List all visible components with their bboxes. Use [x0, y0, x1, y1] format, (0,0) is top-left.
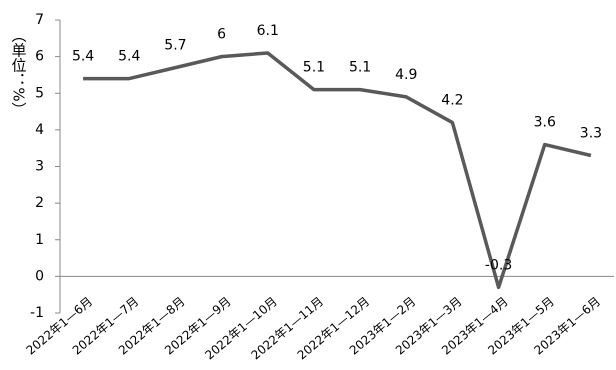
- y-tick-label: 2: [35, 195, 44, 211]
- y-tick-label: 6: [35, 49, 44, 65]
- data-label: 6: [217, 27, 226, 43]
- y-tick-label: 3: [35, 159, 44, 175]
- data-label: 4.2: [441, 93, 463, 109]
- y-tick-label: 5: [35, 85, 44, 101]
- data-label: 4.9: [395, 67, 417, 83]
- data-label: 5.4: [118, 49, 140, 65]
- y-tick-label: 1: [35, 232, 44, 248]
- y-axis-label: （单位：%）: [10, 27, 28, 116]
- data-label: 5.7: [164, 38, 186, 54]
- y-tick-label: 7: [35, 12, 44, 28]
- data-label: 6.1: [257, 23, 279, 39]
- data-label: 3.6: [534, 115, 556, 131]
- line-series: [83, 51, 592, 290]
- data-label: 5.1: [349, 60, 371, 76]
- data-label: 5.1: [303, 60, 325, 76]
- y-tick-label: -1: [30, 305, 44, 321]
- data-label: -0.3: [485, 257, 512, 273]
- data-label: 5.4: [72, 49, 94, 65]
- data-label: 3.3: [580, 126, 602, 142]
- y-tick-label: 4: [35, 122, 44, 138]
- y-tick-label: 0: [35, 268, 44, 284]
